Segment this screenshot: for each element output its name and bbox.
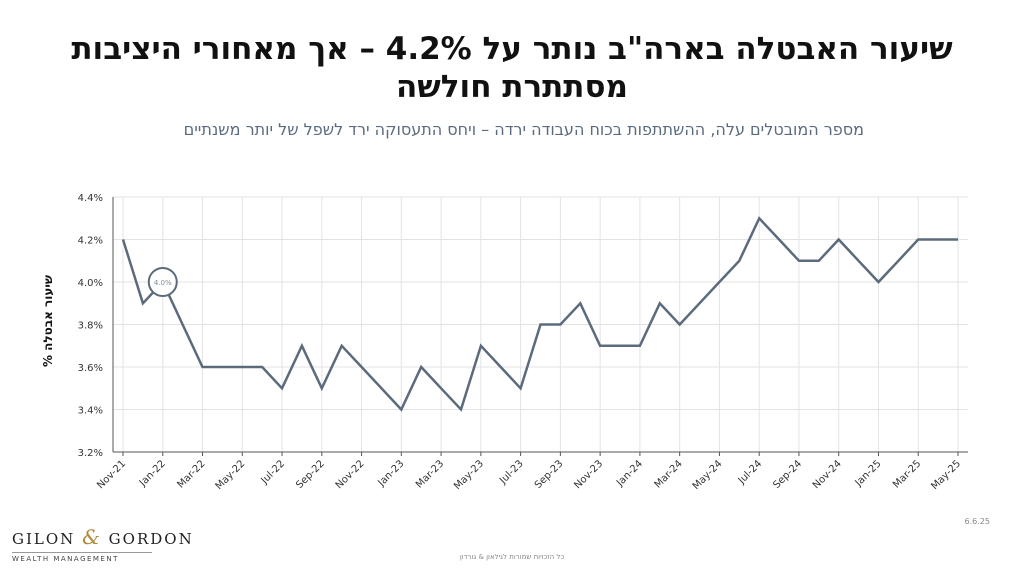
x-tick-label: Mar-24 <box>653 458 685 490</box>
slide-title: שיעור האבטלה בארה"ב נותר על 4.2% – אך מא… <box>71 31 953 105</box>
x-tick-label: Jul-24 <box>736 458 765 487</box>
x-tick-label: Sep-22 <box>294 458 327 491</box>
x-tick-label: Jan-25 <box>853 458 884 489</box>
x-tick-label: Jul-23 <box>497 458 526 487</box>
series-line-0 <box>121 216 958 412</box>
y-tick-label: 3.8% <box>78 321 103 332</box>
annotation-circle <box>147 267 178 297</box>
y-tick-label: 4.0% <box>78 278 103 289</box>
slide-subtitle: מספר המובטלים עלה, ההשתתפות בכוח העבודה … <box>183 120 864 139</box>
logo-wordmark: GILON & GORDON <box>12 525 192 549</box>
y-tick-label: 3.2% <box>78 448 103 459</box>
x-tick-label: May-23 <box>452 458 486 492</box>
logo-ampersand: & <box>82 525 102 549</box>
copyright-footer: כל הזכויות שמורות לגילאון & גורדון <box>459 553 565 561</box>
x-tick-label: Jan-24 <box>614 458 645 489</box>
x-tick-label: Sep-23 <box>533 458 566 491</box>
logo-name-left: GILON <box>12 530 76 548</box>
x-tick-label: Mar-22 <box>175 458 207 490</box>
y-tick-label: 3.4% <box>78 406 103 417</box>
y-tick-labels: 3.2% 3.4% 3.6% 3.8% 4.0% 4.2% 4.4% <box>78 193 103 459</box>
unemployment-line-chart: 3.2% 3.4% 3.6% 3.8% 4.0% 4.2% 4.4% Nov-21 Jan-2… <box>41 193 968 492</box>
annotation-layer: 4.0% <box>147 267 178 297</box>
x-tick-label: Mar-25 <box>891 458 923 490</box>
x-tick-label: Mar-23 <box>414 458 446 490</box>
x-tick-label: Sep-24 <box>771 458 804 491</box>
x-tick-labels: Nov-21 Jan-22 Mar-22 May-22 Jul-22 Sep-22 Nov-… <box>95 458 963 492</box>
y-tick-label: 3.6% <box>78 363 103 374</box>
x-tick-label: May-22 <box>214 458 248 492</box>
x-tick-label: Nov-24 <box>811 458 844 491</box>
y-axis-label: שיעור אבטלה % <box>41 275 55 367</box>
axes <box>112 197 968 456</box>
company-logo: GILON & GORDON WEALTH MANAGEMENT <box>12 525 192 563</box>
x-tick-label: Jan-22 <box>137 458 168 489</box>
y-tick-label: 4.2% <box>78 236 103 247</box>
x-tick-label: Jan-23 <box>376 458 407 489</box>
x-tick-label: May-25 <box>929 458 963 492</box>
logo-divider <box>12 552 152 553</box>
x-tick-label: Nov-23 <box>572 458 605 491</box>
y-tick-label: 4.4% <box>78 193 103 204</box>
logo-tagline: WEALTH MANAGEMENT <box>12 555 119 563</box>
x-tick-label: Jul-22 <box>259 458 288 487</box>
slide-date: 6.6.25 <box>964 517 990 526</box>
logo-name-right: GORDON <box>108 530 194 548</box>
x-tick-label: Nov-22 <box>334 458 367 491</box>
x-tick-label: Nov-21 <box>95 458 128 491</box>
x-tick-label: May-24 <box>691 458 725 492</box>
series-layer <box>121 216 958 412</box>
annotation-label: 4.0% <box>154 279 172 287</box>
